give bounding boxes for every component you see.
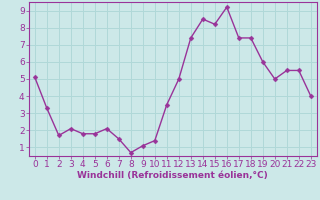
X-axis label: Windchill (Refroidissement éolien,°C): Windchill (Refroidissement éolien,°C) (77, 171, 268, 180)
